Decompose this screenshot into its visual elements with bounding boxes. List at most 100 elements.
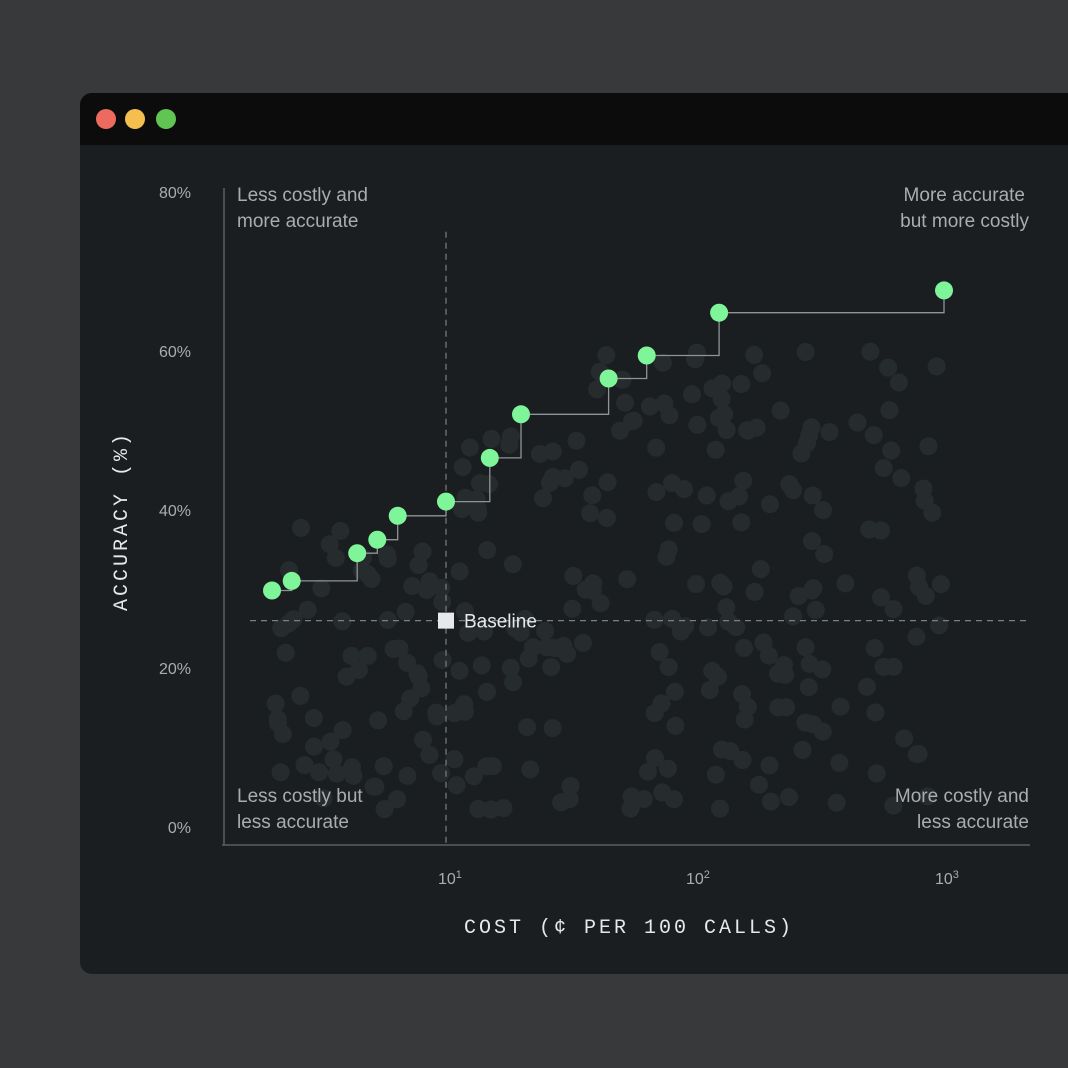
background-point <box>576 580 595 599</box>
background-point <box>598 473 617 492</box>
background-point <box>780 788 798 807</box>
background-point <box>658 759 677 778</box>
background-point <box>814 501 832 520</box>
frontier-point <box>282 571 301 590</box>
background-point <box>750 775 768 794</box>
background-point <box>713 740 731 759</box>
close-button[interactable] <box>96 109 116 129</box>
background-point <box>298 600 317 619</box>
background-point <box>284 610 303 629</box>
app-window: 80% 60% 40% 20% 0% 101 102 103 COST (¢ P… <box>80 93 1068 974</box>
frontier-point <box>710 303 729 322</box>
background-point <box>882 441 901 460</box>
background-point <box>753 364 772 383</box>
background-point <box>683 385 701 404</box>
background-point <box>432 578 451 597</box>
background-point <box>646 749 664 768</box>
background-point <box>848 413 867 432</box>
frontier-point <box>263 581 281 600</box>
background-point <box>732 375 751 394</box>
background-point <box>919 437 938 456</box>
background-point <box>558 644 577 663</box>
background-point <box>874 657 893 676</box>
background-point <box>624 411 643 430</box>
baseline-marker <box>438 612 454 629</box>
background-point <box>358 646 377 665</box>
background-point <box>326 548 345 567</box>
background-point <box>269 714 287 733</box>
background-point <box>543 719 562 738</box>
x-axis-title: COST (¢ PER 100 CALLS) <box>464 917 794 940</box>
background-point <box>784 481 803 500</box>
background-point <box>761 495 779 514</box>
background-point <box>831 697 850 716</box>
background-point <box>331 521 350 540</box>
background-point <box>711 573 730 592</box>
background-point <box>713 374 732 393</box>
quadrant-label-bottom-right: less accurate <box>917 812 1029 833</box>
background-point <box>836 574 855 593</box>
background-point <box>413 542 432 561</box>
background-point <box>686 350 705 369</box>
background-point <box>793 740 812 759</box>
background-point <box>712 390 731 408</box>
background-point <box>655 394 674 413</box>
background-point <box>645 610 664 629</box>
background-points <box>266 342 950 819</box>
background-point <box>800 654 819 673</box>
background-point <box>618 570 637 589</box>
background-point <box>447 776 466 795</box>
background-point <box>417 581 436 599</box>
background-point <box>874 459 893 478</box>
background-point <box>408 664 427 683</box>
background-point <box>305 737 323 756</box>
background-point <box>478 541 497 560</box>
background-point <box>310 763 328 782</box>
background-point <box>806 600 825 619</box>
background-point <box>456 488 475 507</box>
background-point <box>650 643 669 661</box>
background-point <box>544 468 562 486</box>
background-point <box>291 686 310 705</box>
background-point <box>403 577 422 596</box>
background-point <box>369 711 388 730</box>
quadrant-label-top-left: Less costly and <box>237 185 368 206</box>
background-point <box>464 767 483 786</box>
background-point <box>665 682 684 701</box>
background-point <box>907 745 926 764</box>
background-point <box>639 762 657 781</box>
background-point <box>860 520 879 539</box>
background-point <box>621 799 640 818</box>
frontier-point <box>637 346 656 365</box>
background-point <box>433 592 452 611</box>
background-point <box>861 342 880 361</box>
background-point <box>597 346 616 365</box>
y-tick-label: 20% <box>159 661 191 678</box>
maximize-button[interactable] <box>156 109 176 129</box>
background-point <box>789 587 808 606</box>
title-bar <box>80 93 1068 145</box>
background-point <box>511 623 530 642</box>
background-point <box>455 602 474 621</box>
background-point <box>427 703 446 722</box>
background-point <box>663 474 681 493</box>
background-point <box>561 777 580 795</box>
background-point <box>857 677 876 696</box>
background-point <box>815 545 834 564</box>
background-point <box>445 704 464 723</box>
cost-accuracy-chart: 80% 60% 40% 20% 0% 101 102 103 COST (¢ P… <box>111 185 1030 940</box>
background-point <box>501 658 520 677</box>
minimize-button[interactable] <box>125 109 145 129</box>
background-point <box>613 370 632 389</box>
background-point <box>364 777 383 796</box>
background-point <box>738 698 757 716</box>
background-point <box>771 401 790 420</box>
background-point <box>583 486 602 505</box>
background-point <box>717 598 736 617</box>
quadrant-label-bottom-left: Less costly but <box>237 786 363 807</box>
background-point <box>480 475 498 494</box>
background-point <box>414 730 432 749</box>
y-tick-label: 80% <box>159 185 191 202</box>
background-point <box>588 380 607 399</box>
background-point <box>459 623 478 642</box>
